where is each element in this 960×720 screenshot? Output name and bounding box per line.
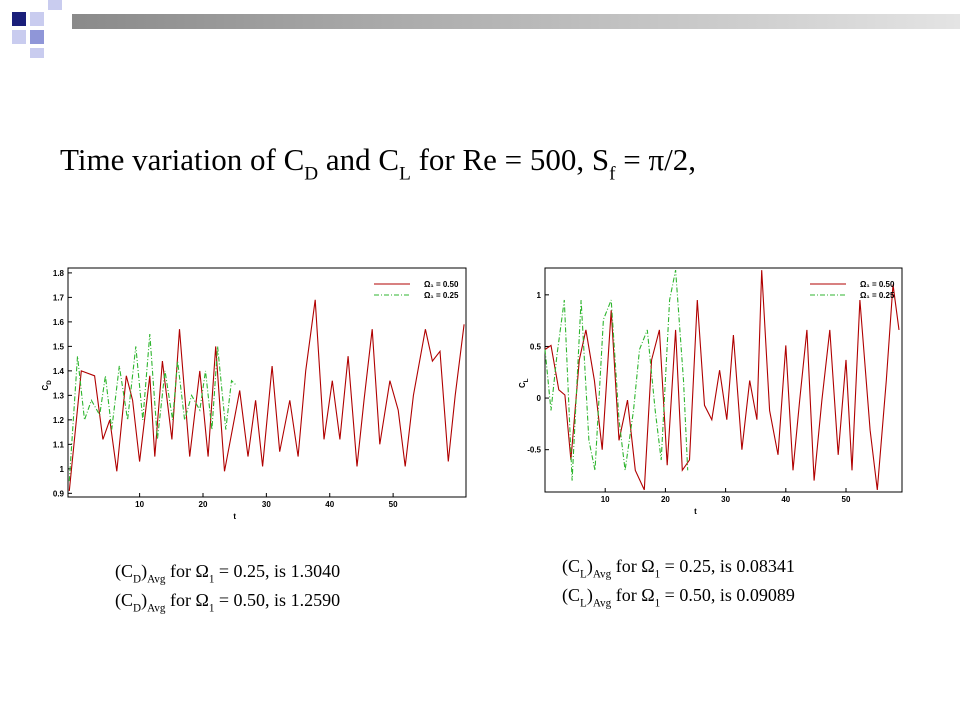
subscript: L bbox=[580, 597, 587, 609]
caption: (CD)Avg for Ω1 = 0.50, is 1.2590 bbox=[115, 590, 340, 614]
y-tick-label: 1.4 bbox=[53, 367, 65, 376]
plot-frame bbox=[544, 267, 903, 493]
y-tick-label: 1 bbox=[537, 291, 542, 300]
text-part: = 0.25, is 0.08341 bbox=[660, 556, 795, 576]
text-part: C bbox=[518, 382, 527, 388]
decoration bbox=[12, 0, 960, 58]
text-part: (C bbox=[562, 556, 580, 577]
text-part: for Re = 500, S bbox=[411, 142, 609, 177]
y-tick-label: 1.2 bbox=[53, 416, 65, 425]
legend-label: Ω₁ = 0.50 bbox=[424, 280, 459, 289]
legend-label: Ω₁ = 0.50 bbox=[860, 280, 895, 289]
text-part: for Ω bbox=[165, 561, 208, 581]
plot-frame bbox=[67, 267, 467, 498]
text-part: ) bbox=[141, 561, 147, 582]
y-axis-label: CL bbox=[518, 378, 530, 388]
subscript: 1 bbox=[209, 573, 215, 585]
x-tick-label: 50 bbox=[389, 500, 398, 509]
y-tick-label: 1.7 bbox=[53, 293, 65, 302]
text-part: = π/2, bbox=[616, 142, 697, 177]
x-tick-label: 10 bbox=[135, 500, 144, 509]
x-tick-label: 30 bbox=[262, 500, 271, 509]
caption: (CL)Avg for Ω1 = 0.50, is 0.09089 bbox=[562, 585, 795, 609]
subscript: Avg bbox=[147, 602, 166, 614]
text-part: (C bbox=[562, 585, 580, 606]
text-part: (C bbox=[115, 561, 133, 582]
text-part: C bbox=[41, 385, 50, 391]
text-part: for Ω bbox=[165, 590, 208, 610]
series-line bbox=[544, 270, 900, 491]
x-tick-label: 30 bbox=[721, 495, 730, 504]
y-axis-label: CD bbox=[41, 380, 53, 391]
y-tick-label: 1.6 bbox=[53, 318, 65, 327]
x-axis-label: t bbox=[233, 512, 236, 521]
subscript: Avg bbox=[147, 573, 166, 585]
x-tick-label: 20 bbox=[661, 495, 670, 504]
x-tick-label: 10 bbox=[601, 495, 610, 504]
text-part: ) bbox=[141, 590, 147, 611]
text-part: = 0.25, is 1.3040 bbox=[214, 561, 340, 581]
text-part: (C bbox=[115, 590, 133, 611]
y-tick-label: 1.3 bbox=[53, 391, 65, 400]
x-tick-label: 20 bbox=[199, 500, 208, 509]
x-tick-label: 50 bbox=[842, 495, 851, 504]
text-part: and C bbox=[318, 142, 399, 177]
y-tick-label: 1.5 bbox=[53, 342, 65, 351]
caption: (CL)Avg for Ω1 = 0.25, is 0.08341 bbox=[562, 556, 795, 580]
text-part: = 0.50, is 1.2590 bbox=[214, 590, 340, 610]
legend-label: Ω₁ = 0.25 bbox=[424, 291, 459, 300]
subscript: D bbox=[133, 573, 141, 585]
chart: 10 20 30 40 50 0.9 1 1.1 1.2 1.3 1.4 1.5 1.6 1.7 1.8 t C… bbox=[41, 267, 467, 614]
subscript: Avg bbox=[593, 597, 612, 609]
text-part: for Ω bbox=[611, 556, 654, 576]
text-part: for Ω bbox=[611, 585, 654, 605]
subscript: L bbox=[580, 568, 587, 580]
y-tick-label: 0.5 bbox=[530, 342, 542, 351]
text-part: = 0.50, is 0.09089 bbox=[660, 585, 795, 605]
subscript: L bbox=[523, 378, 530, 382]
caption: (CD)Avg for Ω1 = 0.25, is 1.3040 bbox=[115, 561, 340, 585]
x-axis-label: t bbox=[694, 507, 697, 516]
text-part: ) bbox=[587, 556, 593, 577]
series-line bbox=[68, 299, 465, 491]
text-part: ) bbox=[587, 585, 593, 606]
subscript: D bbox=[133, 602, 141, 614]
subscript: L bbox=[399, 163, 411, 184]
y-tick-label: 1 bbox=[60, 465, 65, 474]
y-tick-label: 0 bbox=[537, 394, 542, 403]
subscript: 1 bbox=[655, 597, 661, 609]
x-tick-label: 40 bbox=[781, 495, 790, 504]
series-line bbox=[544, 269, 689, 481]
y-tick-label: 1.8 bbox=[53, 269, 65, 278]
subscript: D bbox=[304, 163, 318, 184]
y-tick-label: 1.1 bbox=[53, 440, 65, 449]
y-tick-label: 0.9 bbox=[53, 489, 65, 498]
text-part: Time variation of C bbox=[60, 142, 304, 177]
subscript: Avg bbox=[593, 568, 612, 580]
legend-label: Ω₁ = 0.25 bbox=[860, 291, 895, 300]
y-tick-label: -0.5 bbox=[527, 446, 541, 455]
subscript: D bbox=[46, 380, 53, 385]
subscript: f bbox=[609, 163, 616, 184]
slide-title: Time variation of CD and CL for Re = 500… bbox=[60, 142, 696, 184]
x-tick-label: 40 bbox=[325, 500, 334, 509]
subscript: 1 bbox=[209, 602, 215, 614]
subscript: 1 bbox=[655, 568, 661, 580]
